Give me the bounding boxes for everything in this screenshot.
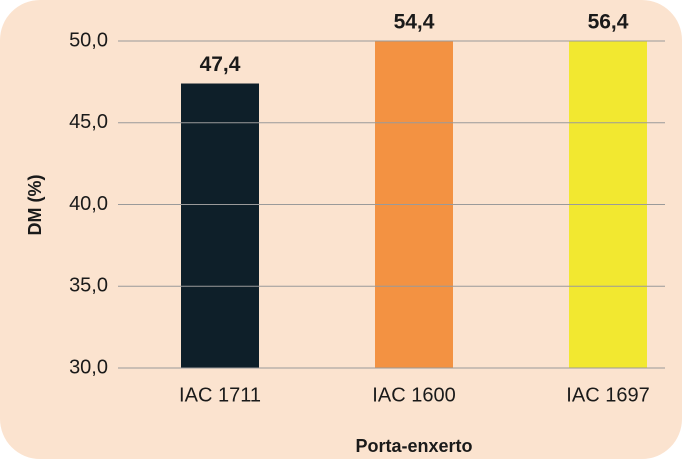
- y-tick-label: 30,0: [69, 356, 108, 378]
- y-axis-label: DM (%): [25, 175, 45, 236]
- y-tick-label: 50,0: [69, 29, 108, 51]
- x-tick-label: IAC 1600: [372, 384, 455, 406]
- bar: [181, 83, 259, 368]
- y-tick-label: 40,0: [69, 193, 108, 215]
- value-label: 54,4: [394, 11, 435, 34]
- y-tick-label: 45,0: [69, 111, 108, 133]
- value-label: 56,4: [588, 11, 629, 34]
- bar: [375, 41, 453, 368]
- x-axis-label: Porta-enxerto: [355, 436, 472, 456]
- x-tick-label: IAC 1711: [179, 384, 261, 406]
- y-tick-label: 35,0: [69, 275, 108, 297]
- value-label: 47,4: [200, 53, 241, 76]
- bar: [569, 41, 647, 368]
- x-tick-label: IAC 1697: [566, 384, 649, 406]
